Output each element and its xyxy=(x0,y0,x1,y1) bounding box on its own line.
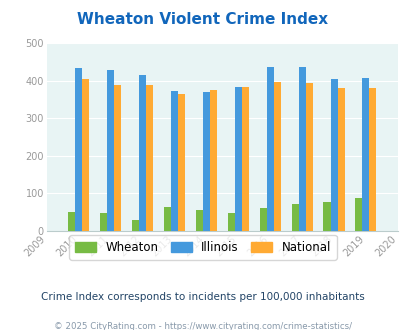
Bar xyxy=(107,70,114,231)
Bar xyxy=(337,88,344,231)
Bar xyxy=(100,213,107,231)
Bar xyxy=(354,198,362,231)
Bar xyxy=(202,92,209,231)
Bar xyxy=(114,85,121,231)
Bar xyxy=(273,82,280,231)
Bar xyxy=(68,212,75,231)
Bar xyxy=(171,91,177,231)
Text: © 2025 CityRating.com - https://www.cityrating.com/crime-statistics/: © 2025 CityRating.com - https://www.city… xyxy=(54,322,351,330)
Text: Wheaton Violent Crime Index: Wheaton Violent Crime Index xyxy=(77,12,328,26)
Bar xyxy=(132,220,139,231)
Bar xyxy=(227,213,234,231)
Bar xyxy=(195,210,202,231)
Text: Crime Index corresponds to incidents per 100,000 inhabitants: Crime Index corresponds to incidents per… xyxy=(41,292,364,302)
Bar xyxy=(75,68,82,231)
Bar xyxy=(330,79,337,231)
Bar xyxy=(362,78,369,231)
Bar xyxy=(146,85,153,231)
Bar xyxy=(234,87,241,231)
Bar xyxy=(209,90,216,231)
Bar xyxy=(323,202,330,231)
Bar xyxy=(241,87,248,231)
Bar xyxy=(305,83,312,231)
Bar xyxy=(259,209,266,231)
Bar xyxy=(266,67,273,231)
Bar xyxy=(82,79,89,231)
Bar xyxy=(139,75,146,231)
Bar xyxy=(298,67,305,231)
Bar xyxy=(369,88,375,231)
Bar xyxy=(164,207,171,231)
Legend: Wheaton, Illinois, National: Wheaton, Illinois, National xyxy=(69,235,336,260)
Bar xyxy=(177,94,184,231)
Bar xyxy=(291,204,298,231)
